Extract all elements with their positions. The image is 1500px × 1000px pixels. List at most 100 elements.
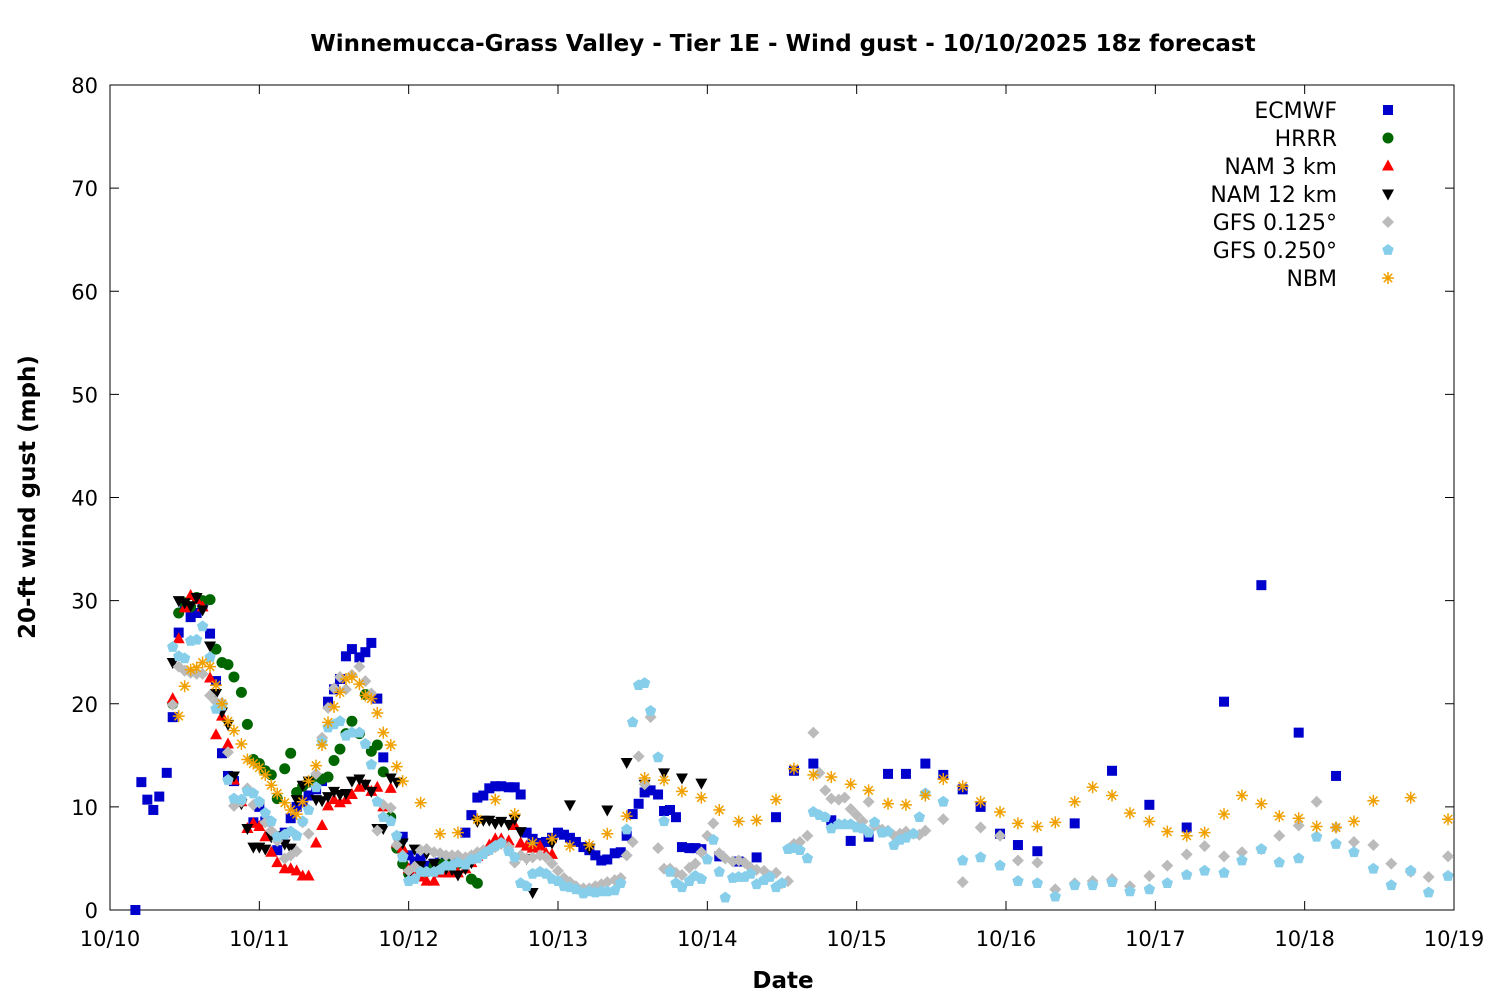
- data-point: [235, 737, 248, 750]
- data-point: [172, 710, 185, 723]
- data-point: [825, 770, 838, 783]
- data-point: [956, 854, 969, 866]
- data-point: [290, 808, 303, 821]
- legend-marker: [1382, 189, 1394, 201]
- data-point: [1273, 856, 1285, 868]
- data-point: [675, 868, 688, 881]
- data-point: [826, 815, 837, 826]
- data-point: [1012, 840, 1023, 851]
- data-point: [546, 857, 559, 870]
- data-point: [807, 768, 820, 781]
- legend-label: HRRR: [1275, 127, 1337, 152]
- data-point: [478, 790, 489, 801]
- data-point: [296, 795, 309, 808]
- data-point: [658, 768, 671, 780]
- data-point: [384, 781, 397, 793]
- data-point: [204, 660, 217, 673]
- x-tick-label: 10/18: [1274, 927, 1335, 951]
- data-point: [621, 830, 632, 841]
- data-point: [1124, 885, 1136, 897]
- data-point: [285, 747, 297, 759]
- legend-label: ECMWF: [1254, 99, 1337, 124]
- data-point: [937, 773, 950, 786]
- data-point: [377, 824, 390, 836]
- data-point: [974, 821, 987, 834]
- data-point: [391, 829, 403, 841]
- data-point: [241, 824, 254, 836]
- data-point: [489, 793, 502, 806]
- data-point: [609, 848, 620, 859]
- data-point: [1180, 829, 1193, 842]
- data-point: [913, 811, 926, 823]
- data-point: [204, 671, 217, 683]
- data-point: [515, 789, 526, 800]
- data-point: [1330, 838, 1342, 849]
- legend-label: NBM: [1286, 267, 1337, 292]
- data-point: [221, 746, 234, 759]
- data-point: [253, 819, 266, 831]
- data-point: [302, 869, 315, 881]
- data-point: [583, 839, 596, 852]
- data-point: [346, 726, 358, 738]
- data-point: [322, 716, 335, 729]
- data-point: [384, 739, 397, 751]
- data-point: [956, 876, 969, 889]
- data-point: [770, 793, 783, 806]
- y-tick-label: 60: [71, 280, 98, 304]
- data-point: [365, 758, 378, 770]
- legend-label: NAM 12 km: [1210, 183, 1337, 208]
- data-point: [1442, 813, 1455, 826]
- data-point: [540, 851, 553, 864]
- data-point: [1292, 819, 1305, 832]
- data-point: [178, 652, 191, 664]
- data-point: [801, 852, 814, 864]
- data-point: [428, 859, 441, 871]
- data-point: [695, 846, 708, 859]
- data-point: [472, 792, 483, 803]
- data-point: [1347, 815, 1360, 828]
- data-point: [346, 715, 358, 727]
- x-tick-label: 10/12: [378, 927, 439, 951]
- data-point: [415, 853, 426, 864]
- data-point: [1367, 862, 1380, 874]
- data-point: [508, 808, 521, 821]
- data-series: [130, 580, 1455, 915]
- data-point: [323, 696, 334, 707]
- data-point: [205, 628, 216, 639]
- data-point: [508, 851, 521, 863]
- data-point: [221, 715, 234, 728]
- data-point: [217, 748, 227, 759]
- data-point: [1273, 829, 1286, 842]
- data-point: [675, 785, 688, 798]
- data-point: [291, 801, 302, 812]
- data-point: [345, 670, 358, 683]
- data-point: [359, 737, 372, 749]
- data-point: [620, 849, 633, 862]
- data-point: [1086, 781, 1099, 794]
- data-point: [184, 663, 197, 676]
- data-point: [620, 823, 633, 835]
- data-point: [1106, 789, 1119, 802]
- data-point: [787, 762, 800, 775]
- data-point: [882, 825, 894, 837]
- data-point: [845, 835, 856, 846]
- x-tick-label: 10/10: [80, 927, 141, 951]
- data-point: [844, 802, 857, 815]
- data-point: [259, 807, 272, 818]
- data-point: [751, 852, 762, 863]
- data-point: [178, 598, 191, 610]
- data-point: [353, 678, 366, 691]
- data-point: [334, 743, 346, 755]
- data-point: [1069, 818, 1080, 829]
- y-tick-label: 80: [71, 74, 98, 98]
- data-point: [390, 760, 403, 773]
- data-point: [695, 873, 708, 884]
- data-point: [221, 737, 234, 749]
- data-point: [495, 836, 507, 848]
- data-point: [471, 877, 483, 889]
- data-point: [333, 670, 346, 683]
- data-point: [974, 851, 987, 863]
- data-point: [247, 757, 260, 770]
- data-point: [471, 813, 484, 826]
- y-tick-label: 50: [71, 383, 98, 407]
